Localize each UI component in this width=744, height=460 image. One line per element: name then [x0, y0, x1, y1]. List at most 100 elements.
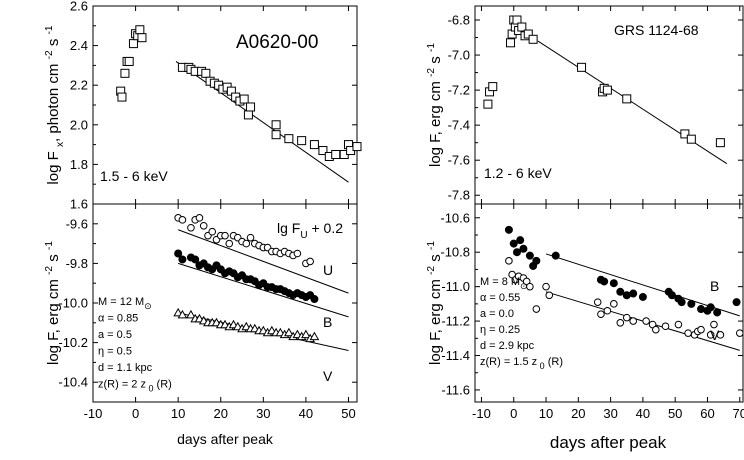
y-axis-label: log F, erg cm -2 s -1 — [426, 43, 444, 167]
chart-grs1124: -7.8 -7.6 -7.4 -7.2 -7.0 -6.8 GRS 1124-68 1.2 -… — [426, 5, 744, 452]
data-point — [622, 94, 632, 104]
plot-frame — [474, 203, 744, 403]
data-point — [638, 292, 647, 301]
data-point — [309, 140, 319, 150]
y-tick-label: -7.4 — [448, 118, 470, 133]
data-point — [687, 299, 696, 308]
y-tick-label: -6.8 — [448, 13, 470, 28]
data-point — [677, 298, 686, 307]
x-tick-label: 50 — [668, 406, 682, 421]
y-tick-label: -10.6 — [440, 210, 470, 225]
x-tick-label: 10 — [539, 406, 553, 421]
data-point — [309, 331, 320, 341]
data-point — [528, 34, 538, 44]
y-tick-label: -9.6 — [66, 216, 88, 231]
data-point — [519, 244, 528, 253]
y-tick-label: 2.2 — [70, 78, 88, 93]
data-point — [577, 62, 587, 72]
data-point — [505, 257, 513, 265]
data-point — [174, 249, 183, 258]
series-V — [505, 257, 744, 339]
data-point — [271, 130, 281, 140]
data-point — [629, 317, 638, 325]
x-axis-label: days after peak — [550, 433, 667, 452]
data-point — [352, 142, 362, 152]
data-point — [622, 291, 631, 300]
data-point — [542, 282, 550, 291]
data-point — [523, 29, 533, 39]
y-tick-label: 2.6 — [70, 0, 88, 14]
model-param: M = 8 M⊙ — [480, 276, 528, 291]
data-point — [622, 313, 631, 322]
data-point — [732, 298, 741, 307]
data-point — [629, 289, 638, 298]
u-offset-note: lg FU + 0.2 — [277, 220, 343, 241]
data-point — [715, 138, 725, 148]
x-tick-label: 30 — [603, 406, 617, 421]
series-U — [174, 214, 314, 268]
data-point — [697, 305, 706, 314]
series-flux — [116, 25, 362, 161]
data-point — [297, 136, 307, 146]
data-point — [239, 94, 249, 104]
data-point — [716, 331, 725, 339]
model-param: η = 0.25 — [480, 324, 520, 336]
data-point — [735, 329, 744, 337]
chart-title: A0620-00 — [236, 32, 318, 53]
data-point — [551, 251, 560, 260]
panel-xray: 1.6 1.8 2.0 2.2 2.4 2.6 A0620-00 1.5 - 6 keV log… — [44, 0, 362, 212]
y-tick-label: -11.0 — [441, 279, 470, 294]
data-point — [516, 236, 525, 245]
data-point — [602, 85, 612, 95]
data-point — [509, 239, 518, 248]
series-label-V: V — [323, 368, 333, 384]
y-axis-label: log F x, photon cm -2 s -1 — [44, 25, 66, 184]
y-axis-label: log F, erg cm -2 s -1 — [44, 241, 62, 365]
data-point — [686, 134, 696, 144]
data-point — [195, 214, 204, 222]
y-tick-label: 2.4 — [70, 38, 88, 53]
data-point — [284, 327, 294, 337]
data-point — [506, 38, 516, 48]
y-tick-label: -7.2 — [448, 83, 470, 98]
energy-band: 1.2 - 6 keV — [484, 165, 552, 181]
data-point — [225, 239, 234, 248]
data-point — [504, 225, 513, 234]
y-tick-label: -11.6 — [441, 382, 470, 397]
data-point — [706, 331, 715, 339]
model-param: z(R) = 1.5 z 0 (R) — [480, 356, 563, 371]
data-point — [603, 306, 612, 315]
series-B — [504, 225, 741, 317]
model-param: d = 2.9 kpc — [480, 340, 535, 352]
data-point — [191, 255, 200, 264]
x-tick-label: -10 — [472, 406, 491, 421]
data-point — [128, 39, 138, 49]
y-tick-label: 1.8 — [70, 157, 88, 172]
data-point — [186, 309, 196, 319]
chart-a0620: 1.6 1.8 2.0 2.2 2.4 2.6 A0620-00 1.5 - 6 keV log… — [44, 0, 362, 447]
energy-band: 1.5 - 6 keV — [100, 168, 168, 184]
model-param: M = 12 M⊙ — [98, 296, 152, 311]
series-B — [174, 249, 319, 304]
data-point — [242, 239, 251, 248]
data-point — [697, 325, 705, 334]
x-tick-label: 30 — [256, 406, 270, 421]
data-point — [318, 146, 328, 156]
y-tick-label: -7.6 — [448, 153, 470, 168]
data-point — [187, 223, 195, 232]
series-label-B: B — [710, 278, 719, 294]
model-param: d = 1.1 kpc — [98, 362, 153, 374]
series-flux — [483, 15, 725, 148]
data-point — [178, 216, 187, 224]
data-point — [713, 308, 722, 317]
data-point — [243, 110, 253, 120]
y-tick-label: -10.4 — [58, 375, 88, 390]
series-label-V: V — [710, 327, 720, 343]
y-tick-label: -11.4 — [441, 348, 470, 363]
x-tick-label: 50 — [341, 406, 355, 421]
data-point — [512, 248, 521, 257]
panel-optical: -11.6 -11.4 -11.2 -11.0 -10.8 -10.6 B V M = 8 M⊙… — [426, 203, 744, 403]
data-point — [483, 99, 493, 109]
x-tick-label: -10 — [84, 406, 103, 421]
